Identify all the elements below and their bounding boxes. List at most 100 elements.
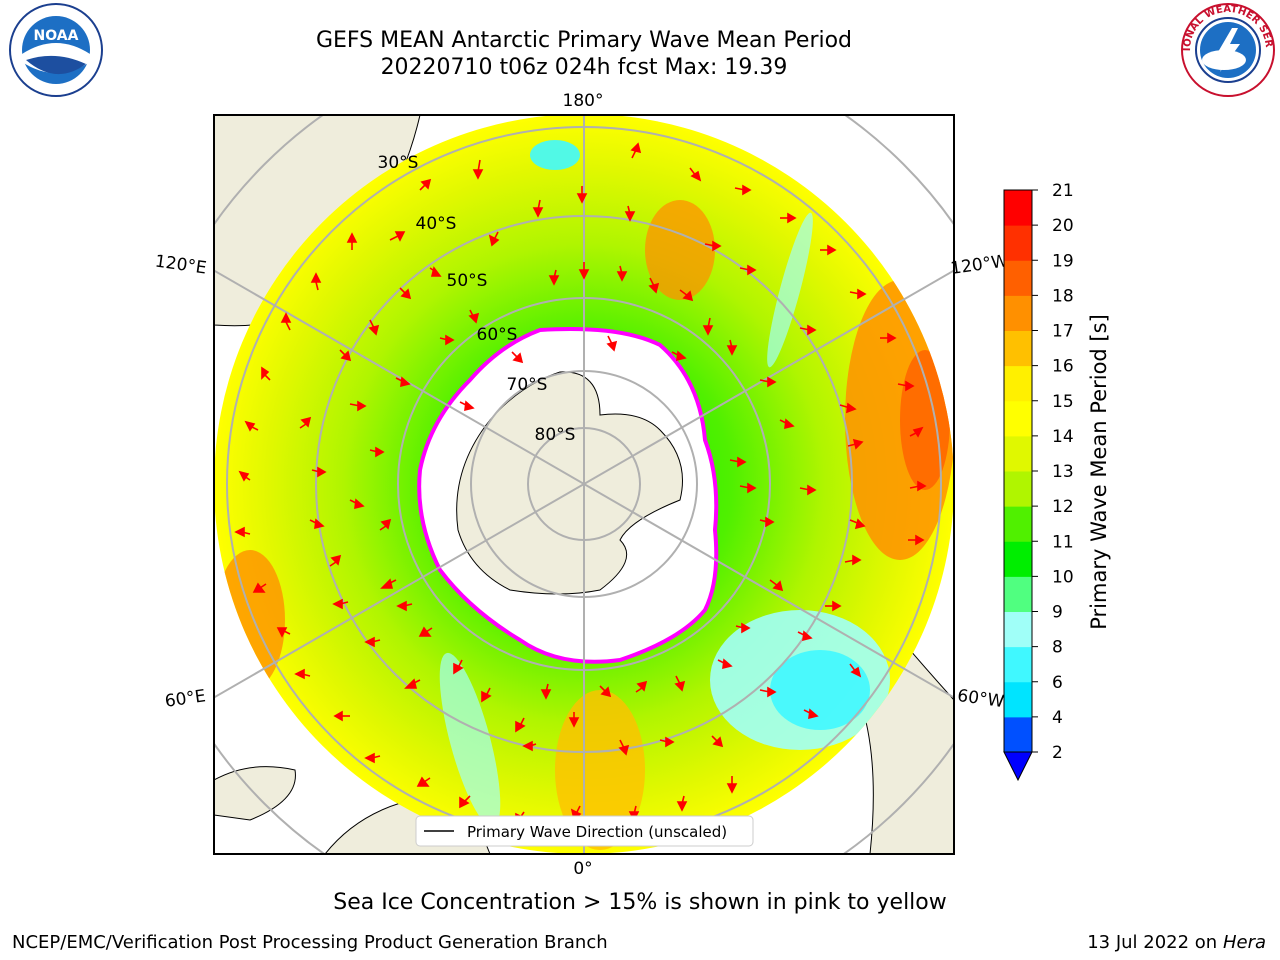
low-period-strip-east: [767, 212, 813, 368]
arrow: [676, 795, 688, 812]
arrow: [849, 518, 866, 530]
arrow: [735, 622, 751, 634]
colorbar-tick-label: 19: [1052, 251, 1074, 271]
arrow: [739, 264, 757, 276]
colorbar-tick-label: 21: [1052, 181, 1074, 201]
arrow: [734, 184, 752, 196]
credit-date: 13 Jul 2022 on: [1087, 932, 1223, 953]
arrow: [234, 526, 251, 538]
arrow: [329, 554, 342, 567]
wave-direction-arrows: [234, 142, 927, 825]
colorbar-tick-label: 11: [1052, 532, 1074, 552]
arrow: [635, 680, 648, 693]
colorbar-segment: [1004, 681, 1032, 718]
noaa-logo: NOAA: [9, 3, 103, 97]
arrow: [511, 351, 524, 364]
colorbar-tick-label: 8: [1052, 638, 1063, 658]
arrow: [630, 142, 642, 159]
arrow: [729, 456, 747, 468]
colorbar-extend-triangle: [1003, 751, 1033, 782]
arrow: [689, 167, 702, 182]
lon-label-180: 180°: [563, 91, 604, 111]
arrow: [515, 717, 526, 733]
arrow: [276, 627, 291, 638]
lat-label-80s: 80°S: [535, 425, 576, 445]
arrow: [404, 678, 421, 689]
colorbar-tick-label: 6: [1052, 673, 1063, 693]
chart-subtitle: 20220710 t06z 024h fcst Max: 19.39: [380, 55, 788, 80]
arrow: [396, 600, 413, 612]
arrow: [847, 438, 864, 450]
arrow: [616, 265, 628, 282]
arrow: [532, 199, 544, 218]
arrow: [780, 212, 797, 224]
arrow: [369, 446, 385, 458]
colorbar-tick-label: 10: [1052, 567, 1074, 587]
arrow: [238, 470, 251, 482]
credit-host: Hera: [1222, 932, 1266, 953]
map-legend: Primary Wave Direction (unscaled): [415, 815, 754, 847]
arrow: [379, 518, 392, 531]
arrow: [880, 332, 897, 344]
credit-left: NCEP/EMC/Verification Post Processing Pr…: [12, 932, 608, 953]
arrow: [739, 482, 757, 494]
arrow: [349, 400, 367, 412]
arrow: [339, 349, 352, 362]
arrow: [717, 658, 733, 670]
arrow: [679, 289, 694, 302]
arrow: [704, 240, 722, 252]
legend-label: Primary Wave Direction (unscaled): [467, 823, 727, 841]
arrow: [252, 582, 267, 593]
arrow: [671, 350, 687, 362]
nws-logo: NATIONAL WEATHER SERVICE: [1178, 2, 1275, 97]
arrow: [726, 339, 738, 356]
colorbar-segment: [1004, 716, 1032, 753]
arrow: [540, 683, 552, 700]
colorbar-segment: [1004, 330, 1032, 367]
antarctica-land: [456, 371, 683, 595]
arrow: [380, 578, 397, 589]
map-frame: [213, 114, 955, 855]
arrow: [261, 366, 271, 381]
arrow: [624, 205, 636, 222]
lat-label-50s: 50°S: [447, 271, 488, 291]
arrow: [576, 186, 588, 204]
colorbar-tick-label: 20: [1052, 216, 1074, 236]
colorbar-segment: [1004, 190, 1032, 226]
arrow: [568, 712, 580, 728]
lat-label-70s: 70°S: [507, 375, 548, 395]
low-period-region-north: [530, 140, 580, 170]
lon-label-120e: 120°E: [154, 252, 208, 279]
arrow: [648, 277, 660, 294]
colorbar-tick-label: 12: [1052, 497, 1074, 517]
colorbar: 2 4 6 8 9 10 11 12 13 14 15 16 17 18 19 20 21: [1003, 181, 1074, 782]
colorbar-segment: [1004, 506, 1032, 542]
arrow: [599, 685, 612, 698]
arrow: [459, 795, 471, 809]
colorbar-tick-label: 16: [1052, 357, 1074, 377]
sea-ice-note: Sea Ice Concentration > 15% is shown in …: [333, 890, 947, 915]
arrow: [799, 484, 817, 496]
arrow: [659, 736, 675, 748]
colorbar-segment: [1004, 225, 1032, 261]
arrow: [416, 776, 431, 787]
arrow: [702, 317, 714, 336]
colorbar-segment: [1004, 365, 1032, 402]
colorbar-segment: [1004, 435, 1032, 472]
arrow: [578, 262, 590, 280]
arrow: [332, 598, 349, 610]
arrow: [309, 518, 325, 530]
colorbar-segment: [1004, 576, 1032, 612]
low-period-region-southeast-core: [770, 650, 870, 730]
lon-label-0: 0°: [573, 859, 592, 879]
arrow: [803, 708, 819, 720]
arrow: [399, 287, 412, 300]
lon-label-60w: 60°W: [956, 686, 1005, 712]
lon-label-120w: 120°W: [949, 251, 1009, 279]
arrow: [488, 231, 500, 247]
colorbar-segment: [1004, 471, 1032, 507]
arrow: [897, 380, 915, 392]
lon-label-60e: 60°E: [164, 686, 207, 711]
arrow: [472, 159, 484, 180]
